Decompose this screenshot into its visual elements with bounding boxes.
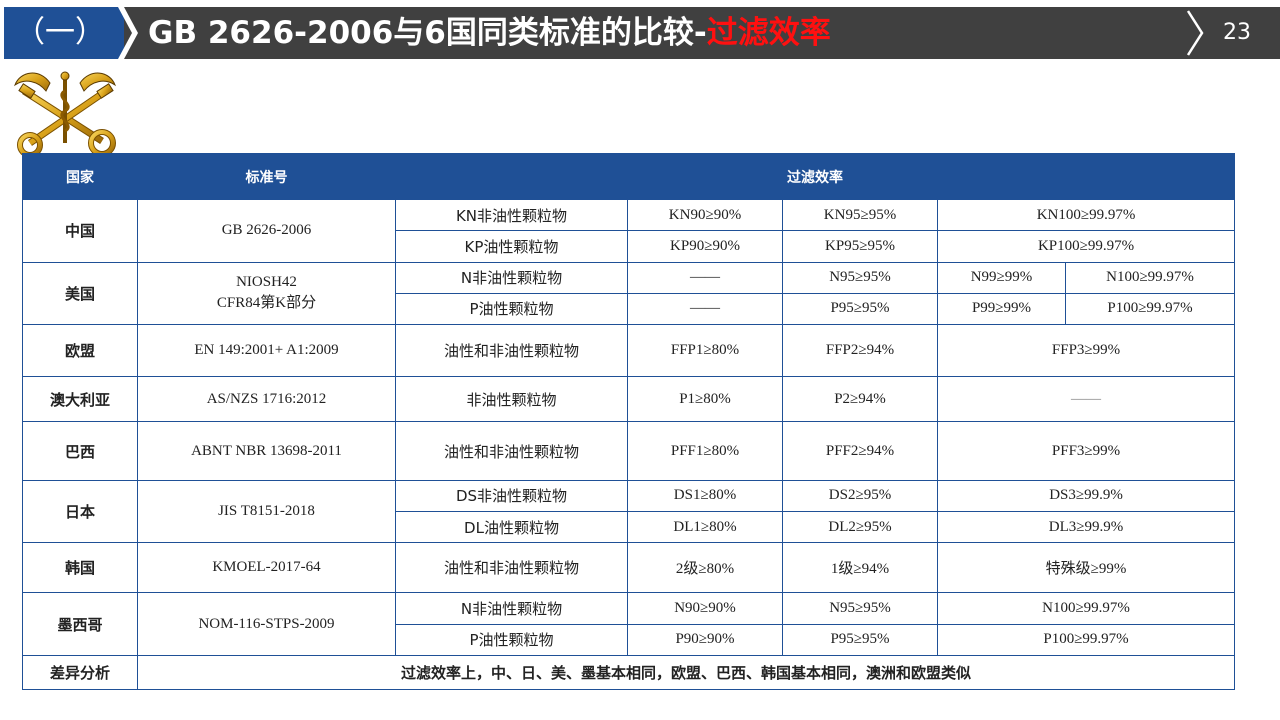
country-cell: 中国	[22, 199, 138, 263]
summary-row: 差异分析 过滤效率上，中、日、美、墨基本相同，欧盟、巴西、韩国基本相同，澳洲和欧…	[22, 654, 1236, 691]
table-row: P油性颗粒物 —— P95≥95% P99≥99% P100≥99.97%	[23, 292, 1236, 325]
category-cell: KP油性颗粒物	[395, 230, 628, 263]
category-cell: 油性和非油性颗粒物	[395, 323, 628, 378]
header-efficiency: 过滤效率	[394, 152, 1236, 201]
country-cell: 巴西	[22, 421, 138, 481]
value-cell: 1级≥94%	[782, 542, 938, 594]
table-row: 墨西哥 NOM-116-STPS-2009 N非油性颗粒物 N90≥90% N9…	[22, 592, 1236, 656]
section-label: （一）	[15, 15, 105, 50]
value-cell: P1≥80%	[627, 376, 783, 423]
value-cell: N100≥99.97%	[1064, 261, 1236, 294]
table-row: 欧盟 EN 149:2001+ A1:2009 油性和非油性颗粒物 FFP1≥8…	[22, 323, 1236, 378]
table-row: P油性颗粒物 P90≥90% P95≥95% P100≥99.97%	[23, 623, 1236, 656]
standard-cell: ABNT NBR 13698-2011	[137, 421, 396, 481]
table-row: 日本 JIS T8151-2018 DS非油性颗粒物 DS1≥80% DS2≥9…	[22, 479, 1236, 544]
page-title: GB 2626-2006与6国同类标准的比较-过滤效率	[148, 7, 831, 59]
standard-cell: AS/NZS 1716:2012	[137, 376, 396, 423]
page-number: 23	[1223, 20, 1251, 45]
value-cell: P95≥95%	[782, 292, 938, 325]
value-cell: DL1≥80%	[627, 510, 783, 544]
country-cell: 墨西哥	[22, 592, 138, 656]
title-main: GB 2626-2006与6国同类标准的比较-	[148, 15, 707, 51]
value-cell: N100≥99.97%	[936, 592, 1236, 625]
keys-and-caduceus-emblem-icon	[13, 71, 117, 157]
value-cell: ——	[627, 292, 783, 325]
title-bar	[124, 7, 1280, 59]
table-row: DL油性颗粒物 DL1≥80% DL2≥95% DL3≥99.9%	[23, 510, 1236, 544]
header-bar: （一） GB 2626-2006与6国同类标准的比较-过滤效率 23	[0, 7, 1280, 59]
table-row: KP油性颗粒物 KP90≥90% KP95≥95% KP100≥99.97%	[23, 230, 1236, 263]
category-cell: N非油性颗粒物	[395, 592, 628, 625]
value-cell: N99≥99%	[937, 261, 1066, 294]
standard-cell: GB 2626-2006	[137, 199, 396, 263]
header-standard: 标准号	[137, 152, 396, 201]
standard-line: CFR84第K部分	[216, 295, 317, 312]
value-cell: PFF1≥80%	[627, 421, 783, 481]
value-cell: FFP1≥80%	[627, 323, 783, 378]
value-cell: 特殊级≥99%	[936, 542, 1236, 594]
country-cell: 美国	[22, 261, 138, 325]
value-cell: N95≥95%	[782, 261, 938, 294]
value-cell: DL3≥99.9%	[936, 510, 1236, 544]
category-cell: 油性和非油性颗粒物	[395, 542, 628, 594]
title-highlight: 过滤效率	[706, 15, 831, 51]
value-cell: P99≥99%	[937, 292, 1066, 325]
value-cell: KP100≥99.97%	[936, 230, 1236, 263]
category-cell: N非油性颗粒物	[395, 261, 628, 294]
country-cell: 澳大利亚	[22, 376, 138, 423]
table-row: 巴西 ABNT NBR 13698-2011 油性和非油性颗粒物 PFF1≥80…	[22, 421, 1236, 481]
value-cell: KN100≥99.97%	[936, 199, 1236, 232]
value-cell: KN95≥95%	[782, 199, 938, 232]
table-row: 澳大利亚 AS/NZS 1716:2012 非油性颗粒物 P1≥80% P2≥9…	[22, 376, 1236, 423]
country-cell: 韩国	[22, 542, 138, 594]
value-cell: DS2≥95%	[782, 479, 938, 512]
category-cell: 油性和非油性颗粒物	[395, 421, 628, 481]
value-cell: P2≥94%	[782, 376, 938, 423]
category-cell: P油性颗粒物	[395, 623, 628, 656]
value-cell: KP95≥95%	[782, 230, 938, 263]
value-cell: DS1≥80%	[627, 479, 783, 512]
section-tab	[4, 7, 124, 59]
value-cell: P90≥90%	[627, 623, 783, 656]
comparison-table: 国家 标准号 过滤效率 中国 GB 2626-2006 KN非油性颗粒物 KN9…	[22, 152, 1236, 691]
category-cell: P油性颗粒物	[395, 292, 628, 325]
table-row: 美国 NIOSH42 CFR84第K部分 N非油性颗粒物 —— N95≥95% N…	[22, 261, 1236, 325]
country-cell: 日本	[22, 479, 138, 544]
value-cell: ——	[627, 261, 783, 294]
value-cell: PFF2≥94%	[782, 421, 938, 481]
value-cell: DL2≥95%	[782, 510, 938, 544]
value-cell: KN90≥90%	[627, 199, 783, 232]
value-cell: P100≥99.97%	[936, 623, 1236, 656]
value-cell: 2级≥80%	[627, 542, 783, 594]
chevron-right-icon	[118, 7, 138, 59]
value-cell: FFP2≥94%	[782, 323, 938, 378]
table-row: 韩国 KMOEL-2017-64 油性和非油性颗粒物 2级≥80% 1级≥94%…	[22, 542, 1236, 594]
summary-text: 过滤效率上，中、日、美、墨基本相同，欧盟、巴西、韩国基本相同，澳洲和欧盟类似	[136, 654, 1236, 691]
value-cell: N95≥95%	[782, 592, 938, 625]
standard-line: NIOSH42	[236, 274, 297, 291]
value-cell: P95≥95%	[782, 623, 938, 656]
table-header-row: 国家 标准号 过滤效率	[22, 152, 1236, 201]
country-cell: 欧盟	[22, 323, 138, 378]
table-row: 中国 GB 2626-2006 KN非油性颗粒物 KN90≥90% KN95≥9…	[22, 199, 1236, 263]
category-cell: KN非油性颗粒物	[395, 199, 628, 232]
value-cell: PFF3≥99%	[936, 421, 1236, 481]
value-cell: P100≥99.97%	[1064, 292, 1236, 325]
value-cell: N90≥90%	[627, 592, 783, 625]
value-cell: FFP3≥99%	[936, 323, 1236, 378]
header-country: 国家	[22, 152, 138, 201]
standard-cell: EN 149:2001+ A1:2009	[137, 323, 396, 378]
category-cell: DL油性颗粒物	[395, 510, 628, 544]
chevron-right-icon	[1186, 10, 1204, 56]
category-cell: DS非油性颗粒物	[395, 479, 628, 512]
value-cell: ——	[936, 376, 1236, 423]
value-cell: KP90≥90%	[627, 230, 783, 263]
standard-cell: JIS T8151-2018	[137, 479, 396, 544]
value-cell: DS3≥99.9%	[936, 479, 1236, 512]
standard-cell: KMOEL-2017-64	[137, 542, 396, 594]
summary-label: 差异分析	[22, 654, 138, 691]
standard-cell: NIOSH42 CFR84第K部分	[137, 261, 396, 325]
standard-cell: NOM-116-STPS-2009	[137, 592, 396, 656]
category-cell: 非油性颗粒物	[395, 376, 628, 423]
